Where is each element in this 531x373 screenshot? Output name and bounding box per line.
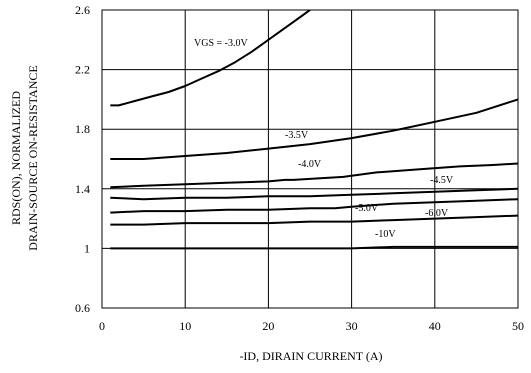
y-tick-label: 1.4 xyxy=(75,182,90,196)
y-tick-label: 2.6 xyxy=(75,3,90,17)
series-curves xyxy=(110,10,518,250)
y-axis-label-line1: RDS(ON), NORMALIZED xyxy=(9,91,23,225)
tick-labels: 0 10 20 30 40 50 0.6 1 1.4 1.8 2.2 2.6 xyxy=(75,3,524,333)
series-label-6: -10V xyxy=(375,229,396,240)
y-tick-label: 2.2 xyxy=(75,63,90,77)
series-label-4: -5.0V xyxy=(355,203,379,214)
series-curve-2 xyxy=(110,162,518,189)
series-curve-3 xyxy=(110,187,518,201)
series-curve-4 xyxy=(110,198,518,214)
series-curve-6 xyxy=(110,245,518,250)
series-label-2: -4.0V xyxy=(298,159,322,170)
x-axis-label: -ID, DIRAIN CURRENT (A) xyxy=(239,349,382,363)
y-axis-label-line2: DRAIN-SOURCE ON-RESISTANCE xyxy=(26,65,40,250)
series-curve-5 xyxy=(110,214,518,226)
series-label-1: -3.5V xyxy=(285,130,309,141)
series-label-0: VGS = -3.0V xyxy=(194,38,248,49)
series-labels: VGS = -3.0V -3.5V -4.0V -4.5V -5.0V -6.0V -10V xyxy=(194,38,454,240)
series-label-3: -4.5V xyxy=(430,175,454,186)
x-tick-label: 30 xyxy=(346,319,358,333)
y-tick-label: 1.8 xyxy=(75,122,90,136)
series-curve-1 xyxy=(110,98,518,160)
y-tick-label: 0.6 xyxy=(75,301,90,315)
series-curve-0 xyxy=(110,10,311,107)
x-tick-label: 40 xyxy=(429,319,441,333)
y-tick-label: 1 xyxy=(84,241,90,255)
x-tick-label: 50 xyxy=(512,319,524,333)
x-tick-label: 0 xyxy=(99,319,105,333)
x-tick-label: 20 xyxy=(262,319,274,333)
x-tick-label: 10 xyxy=(179,319,191,333)
series-label-5: -6.0V xyxy=(425,208,449,219)
